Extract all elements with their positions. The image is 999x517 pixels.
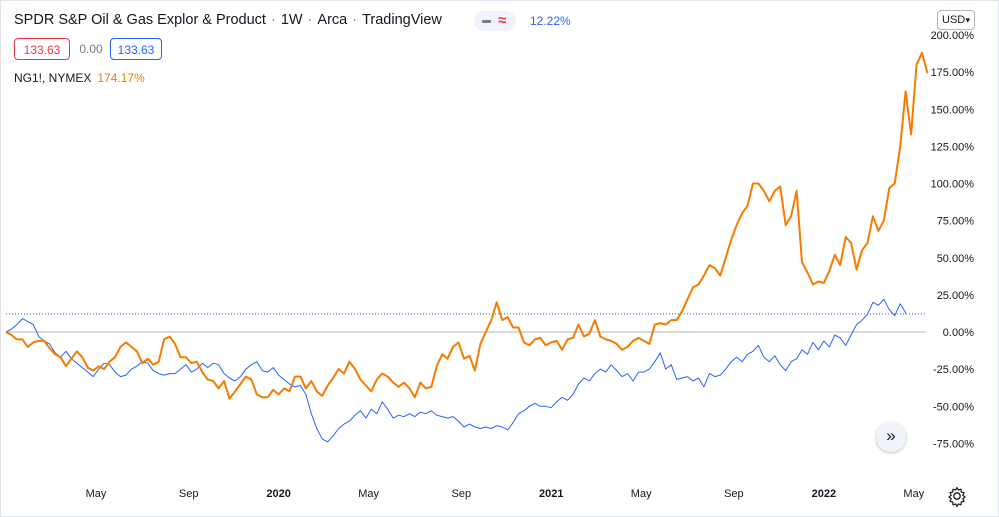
indicator-toggle-pill[interactable]: ≈ — [474, 11, 516, 31]
series-line-main — [5, 298, 907, 443]
compare-legend[interactable]: NG1!, NYMEX 174.17% — [14, 71, 145, 85]
exchange-label: Arca — [317, 12, 348, 28]
y-tick-label: -75.00% — [933, 438, 974, 450]
scroll-to-realtime-button[interactable]: » — [876, 422, 906, 452]
y-tick-label: 125.00% — [931, 141, 975, 153]
title-separator: · — [270, 12, 276, 28]
x-tick-label: Sep — [179, 488, 199, 500]
y-tick-label: 0.00% — [943, 327, 974, 339]
y-tick-label: 100.00% — [931, 179, 975, 191]
change-percent: 12.22% — [530, 14, 571, 28]
y-tick-label: 150.00% — [931, 104, 975, 116]
currency-label: USD — [942, 14, 966, 26]
x-tick-label: May — [358, 488, 379, 500]
y-tick-label: 175.00% — [931, 67, 975, 79]
source-label: TradingView — [362, 12, 442, 28]
minus-icon — [482, 20, 491, 23]
gear-icon[interactable] — [946, 485, 968, 507]
x-tick-label: 2020 — [266, 488, 290, 500]
y-tick-label: -25.00% — [933, 364, 974, 376]
ohlc-value-blue: 133.63 — [110, 38, 162, 60]
compare-symbol-label: NG1!, NYMEX — [14, 71, 92, 85]
y-tick-label: 50.00% — [937, 253, 975, 265]
chevron-down-icon: ▾ — [965, 15, 970, 25]
x-tick-label: 2022 — [812, 488, 836, 500]
compare-value-label: 174.17% — [97, 71, 145, 85]
approx-wave-icon: ≈ — [498, 12, 507, 29]
ohlc-value-red: 133.63 — [14, 38, 70, 60]
ohlc-value-mid: 0.00 — [79, 42, 103, 56]
x-tick-label: May — [86, 488, 107, 500]
x-tick-label: Sep — [724, 488, 744, 500]
interval-label[interactable]: 1W — [280, 12, 303, 28]
y-tick-label: -50.00% — [933, 401, 974, 413]
currency-select[interactable]: USD ▾ — [937, 10, 975, 30]
x-tick-label: 2021 — [539, 488, 563, 500]
y-tick-label: 75.00% — [937, 216, 975, 228]
symbol-title[interactable]: SPDR S&P Oil & Gas Explor & Product — [14, 12, 266, 28]
x-tick-label: May — [903, 488, 924, 500]
y-tick-label: 25.00% — [937, 290, 975, 302]
y-tick-label: 200.00% — [931, 30, 975, 42]
x-tick-label: Sep — [451, 488, 471, 500]
title-separator: · — [352, 12, 358, 28]
series-line-compare — [5, 51, 929, 400]
chart-title-bar: SPDR S&P Oil & Gas Explor & Product · 1W · A… — [14, 12, 442, 28]
title-separator: · — [307, 12, 313, 28]
x-tick-label: May — [631, 488, 652, 500]
